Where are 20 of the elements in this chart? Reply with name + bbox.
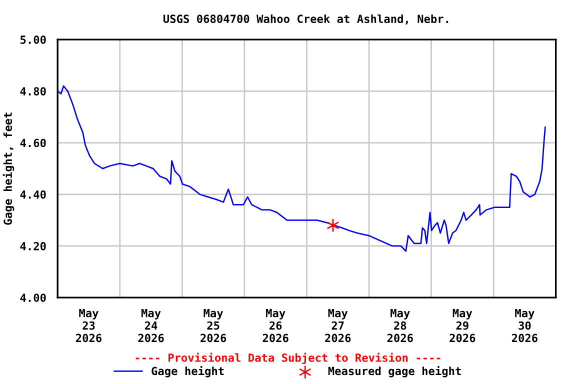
x-tick-label: May 27 2026 bbox=[325, 309, 351, 342]
text: ---- Provisional Data Subject to Revision ---- bbox=[136, 352, 440, 364]
x-tick-label: May 24 2026 bbox=[138, 309, 164, 342]
y-tick-label: 4.00 bbox=[20, 294, 46, 302]
legend-label: Measured gage height bbox=[328, 366, 461, 378]
y-tick-label: 5.00 bbox=[20, 36, 46, 44]
x-tick-label: May 29 2026 bbox=[450, 309, 476, 342]
y-tick-label: 4.60 bbox=[20, 138, 46, 148]
x-tick-label: May 25 2026 bbox=[200, 309, 226, 342]
y-tick-label: 4.20 bbox=[20, 242, 46, 250]
x-tick-label: May 26 2026 bbox=[262, 309, 288, 342]
x-tick-label: May 30 2026 bbox=[512, 309, 538, 342]
y-axis-title: Gage height, feet bbox=[2, 112, 14, 225]
legend-label: Gage height bbox=[152, 366, 224, 378]
y-tick-label: 4.80 bbox=[20, 87, 46, 96]
x-tick-label: May 23 2026 bbox=[76, 309, 102, 342]
line-series bbox=[58, 85, 546, 252]
x-tick-label: May 28 2026 bbox=[387, 309, 413, 342]
y-tick-label: 4.40 bbox=[20, 190, 46, 199]
chart-title: USGS 06804700 Wahoo Creek at Ashland, Nebr. bbox=[163, 14, 448, 24]
